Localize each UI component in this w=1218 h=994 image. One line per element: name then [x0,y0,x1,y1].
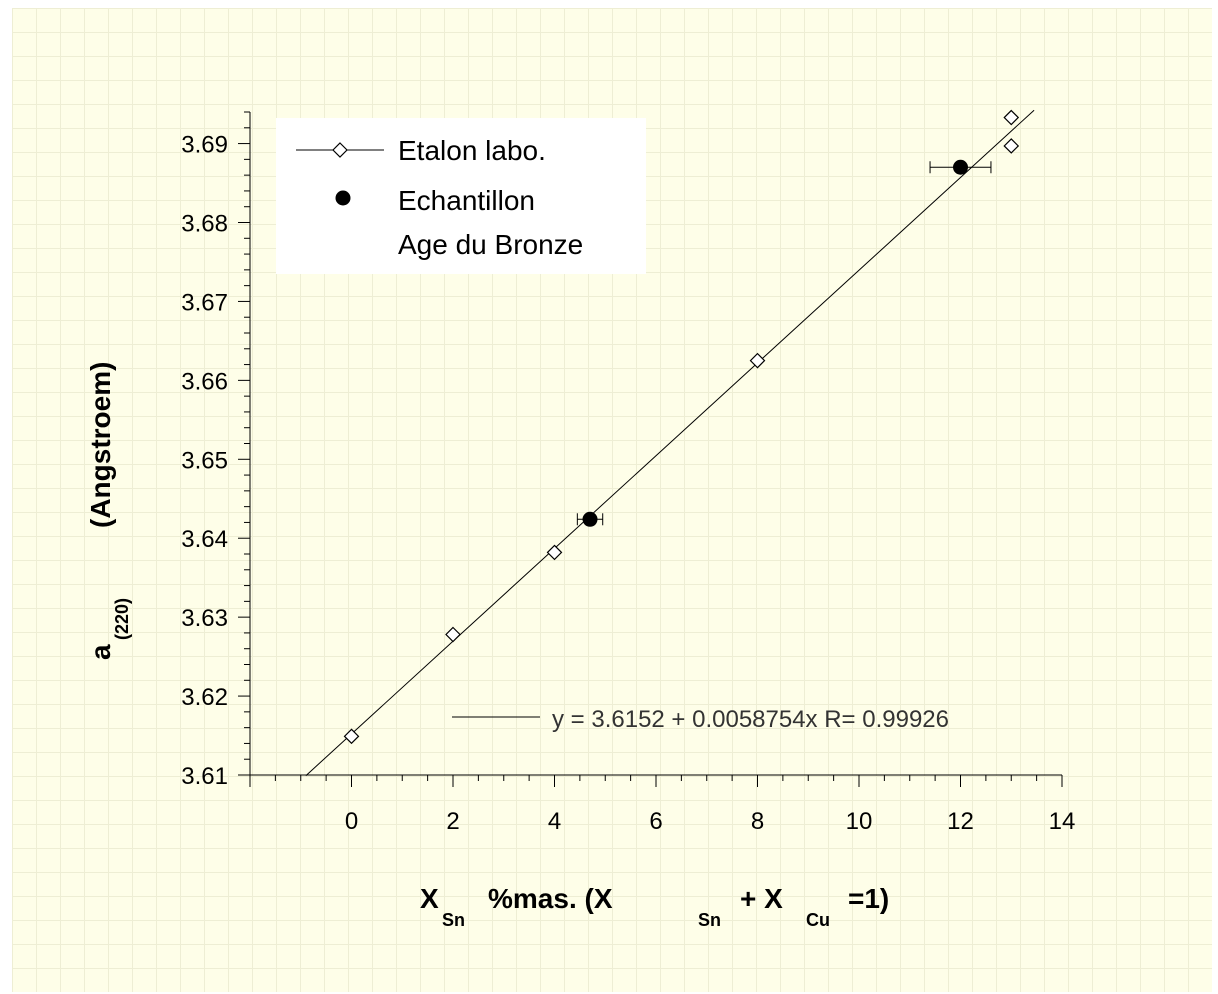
etalon-point [1003,138,1020,154]
y-tick-label: 3.62 [181,684,228,711]
x-axis-title-plus: + X [740,883,783,914]
etalon-point [1003,109,1020,126]
x-tick-label: 6 [649,808,662,835]
x-tick-label: 14 [1049,808,1076,835]
legend-label-etalon: Etalon labo. [398,135,546,166]
fit-equation: y = 3.6152 + 0.0058754x R= 0.99926 [552,706,949,733]
legend: Etalon labo. Echantillon Age du Bronze [296,135,583,260]
x-tick-label: 0 [345,808,358,835]
x-axis-title: X Sn %mas. (X Sn + X Cu =1) [420,883,889,930]
y-tick-label: 3.68 [181,211,228,238]
y-tick-label: 3.65 [181,447,228,474]
y-tick-label: 3.66 [181,368,228,395]
legend-label-echantillon: Echantillon [398,185,535,216]
x-axis-title-sub: Sn [442,910,465,930]
x-tick-label: 12 [947,808,974,835]
etalon-point [445,626,461,643]
echantillon-point [582,511,598,527]
x-tick-label: 4 [548,808,561,835]
x-tick-label: 10 [846,808,873,835]
x-axis-title-main: X [420,883,439,914]
y-tick-label: 3.63 [181,605,228,632]
y-axis-title-unit: (Angstroem) [85,362,116,528]
echantillon-point [953,159,968,175]
y-axis-title: a (220) (Angstroem) [85,362,132,660]
etalon-point [546,544,563,561]
x-axis-title-end: =1) [848,883,889,914]
y-axis-title-main: a [85,644,116,660]
x-tick-label: 8 [751,808,764,835]
y-tick-label: 3.64 [181,526,228,553]
legend-label-echantillon-line2: Age du Bronze [398,229,583,260]
y-tick-label: 3.61 [181,763,228,790]
x-tick-label: 2 [446,808,459,835]
y-tick-label: 3.67 [181,289,228,316]
x-axis-title-sub3: Cu [806,910,830,930]
etalon-point [749,352,766,369]
fit-line-layer [305,109,1035,777]
fit-line [305,109,1035,777]
data-points [343,109,1020,745]
y-tick-label: 3.69 [181,132,228,159]
x-axis-title-sub2: Sn [698,910,721,930]
legend-marker-echantillon [335,190,351,206]
ticks: 0 2 4 6 8 10 12 14 3.61 3.62 3.63 3.64 3.65 3.66 3.67 3… [181,111,1076,835]
legend-marker-etalon [332,142,348,158]
etalon-point [343,728,360,745]
y-axis-title-sub: (220) [112,598,132,640]
svg-text:a (220) (Angstroem: a (220) (Angstroem) [85,362,132,660]
x-axis-title-mid: %mas. (X [488,883,613,914]
